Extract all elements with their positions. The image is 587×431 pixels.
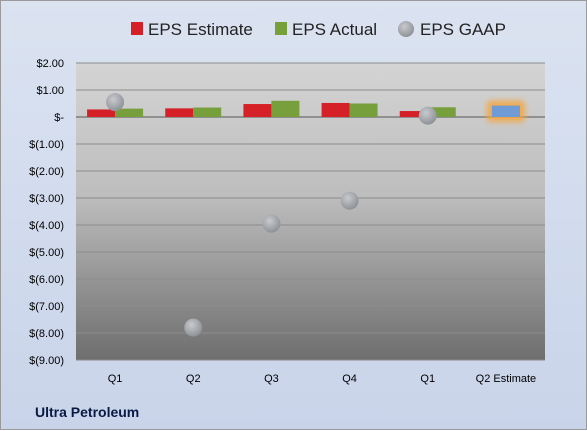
legend: EPS Estimate EPS Actual EPS GAAP (131, 20, 506, 39)
legend-actual-swatch (275, 22, 287, 35)
x-tick-label: Q1 (420, 373, 435, 385)
y-tick-label: $(2.00) (29, 166, 64, 178)
estimate-bar (243, 104, 272, 117)
legend-actual-label: EPS Actual (292, 20, 377, 39)
actual-bar (349, 103, 378, 117)
estimate-bar (399, 111, 428, 117)
gridlines (76, 62, 545, 361)
legend-gaap-swatch (398, 21, 414, 37)
actual-bar (193, 107, 222, 117)
legend-gaap-label: EPS GAAP (420, 20, 506, 39)
estimate-bar (87, 109, 116, 117)
company-name: Ultra Petroleum (35, 404, 140, 420)
y-tick-label: $(4.00) (29, 220, 64, 232)
estimate-bar (321, 102, 350, 117)
q2-estimate-bar (491, 105, 520, 117)
legend-estimate-label: EPS Estimate (148, 20, 253, 39)
y-tick-label: $(3.00) (29, 193, 64, 205)
y-tick-label: $2.00 (36, 58, 64, 70)
y-tick-label: $(8.00) (29, 328, 64, 340)
y-tick-label: $- (54, 112, 64, 124)
x-axis: Q1 Q2 Q3 Q4 Q1 Q2 Estimate (108, 373, 536, 385)
y-axis: $2.00 $1.00 $- $(1.00) $(2.00) $(3.00) $(4.00)… (29, 58, 64, 367)
y-tick-label: $(6.00) (29, 274, 64, 286)
eps-gaap-marker (184, 318, 203, 337)
x-tick-label: Q1 (108, 373, 123, 385)
gaap-markers (106, 93, 437, 337)
y-tick-label: $(7.00) (29, 301, 64, 313)
y-tick-label: $(9.00) (29, 355, 64, 367)
estimate-bar (165, 108, 194, 117)
eps-gaap-marker (340, 191, 359, 210)
y-tick-label: $(5.00) (29, 247, 64, 259)
legend-estimate-swatch (131, 22, 143, 35)
actual-bar (427, 107, 456, 117)
x-tick-label: Q4 (342, 373, 357, 385)
x-tick-label: Q2 Estimate (476, 373, 537, 385)
eps-gaap-marker (262, 214, 281, 233)
plot-area (76, 63, 545, 360)
y-tick-label: $(1.00) (29, 139, 64, 151)
bars (87, 100, 525, 122)
x-tick-label: Q3 (264, 373, 279, 385)
y-tick-label: $1.00 (36, 85, 64, 97)
actual-bar (115, 108, 144, 117)
actual-bar (271, 100, 300, 117)
eps-gaap-marker (418, 106, 437, 125)
x-tick-label: Q2 (186, 373, 201, 385)
eps-gaap-marker (106, 93, 125, 112)
